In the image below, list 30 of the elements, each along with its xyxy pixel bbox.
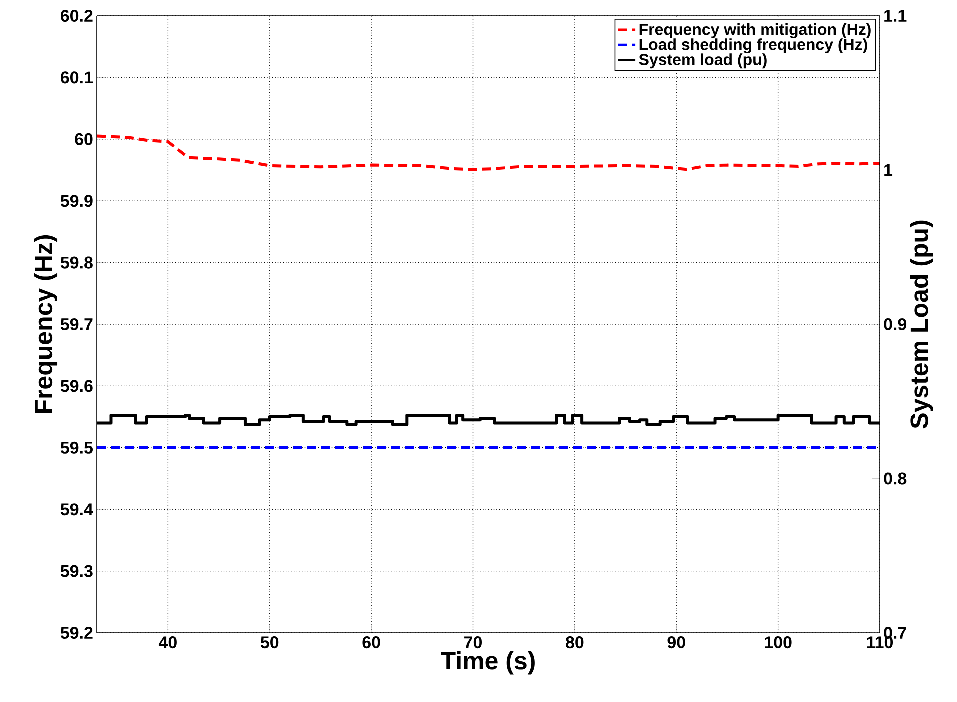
y2-tick-label: 0.8 [884, 472, 907, 485]
y-tick-label: 60.2 [61, 10, 93, 22]
x-tick-label: 50 [260, 636, 279, 649]
y2-tick-label: 1.1 [884, 10, 907, 22]
x-tick-label: 90 [668, 636, 686, 649]
legend-label: Frequency with mitigation (Hz) [640, 23, 871, 38]
x-tick-label: 80 [566, 636, 584, 649]
y-tick-label: 59.6 [60, 380, 93, 392]
x-tick-label: 40 [158, 636, 177, 649]
y2-tick-label: 1 [884, 164, 893, 176]
y2-axis-title: System Load (pu) [910, 220, 934, 429]
y-tick-label: 59.3 [60, 565, 93, 578]
y-tick-label: 59.4 [60, 504, 94, 516]
y2-tick-label: 0.9 [884, 318, 907, 331]
legend-label: System load (pu) [639, 54, 767, 69]
x-tick-label: 60 [362, 636, 380, 649]
y-tick-label: 59.9 [60, 195, 93, 208]
x-tick-label: 70 [464, 636, 482, 649]
y-tick-label: 59.8 [60, 256, 93, 269]
x-tick-label: 110 [867, 636, 894, 649]
x-tick-label: 100 [765, 636, 792, 649]
x-axis-title: Time (s) [441, 651, 535, 675]
y-tick-label: 59.7 [60, 318, 93, 331]
line-series [97, 134, 880, 172]
y-tick-label: 60 [75, 133, 93, 146]
y-tick-label: 59.2 [60, 626, 93, 640]
y-axis-title: Frequency (Hz) [34, 235, 58, 414]
y-tick-label: 60.1 [61, 72, 93, 84]
legend-label: Load shedding frequency (Hz) [640, 38, 868, 54]
y-tick-label: 59.5 [60, 442, 93, 454]
